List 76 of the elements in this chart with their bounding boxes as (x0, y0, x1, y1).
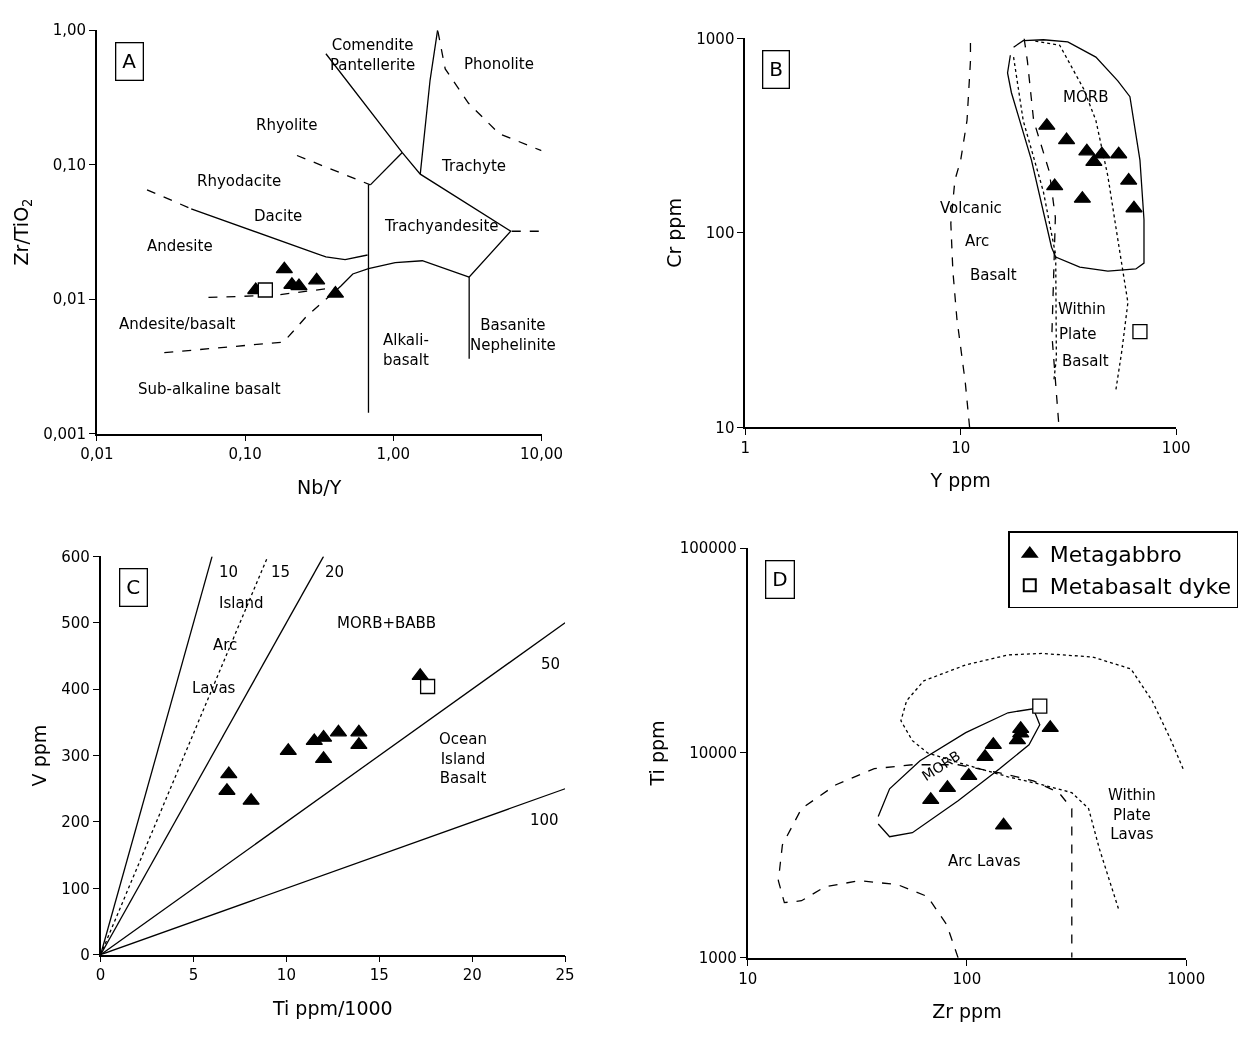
x-tick-label: 10 (276, 966, 296, 985)
annotation: Lavas (192, 679, 236, 697)
x-tick-label: 20 (462, 966, 482, 985)
annotation: Sub-alkaline basalt (138, 380, 281, 398)
annotation: MORB+BABB (337, 614, 437, 632)
annotation: Trachyte (441, 157, 507, 175)
annotation: Ocean Island Basalt (439, 730, 487, 787)
annotation: MORB (1063, 88, 1109, 106)
y-tick-label: 10 (715, 418, 735, 437)
annotation: Arc (965, 232, 990, 250)
x-tick-label: 25 (555, 966, 575, 985)
y-tick-label: 200 (61, 813, 90, 832)
annotation: Island (219, 594, 264, 612)
annotation: 100 (530, 811, 559, 829)
x-axis-title: Zr ppm (932, 999, 1002, 1022)
x-tick-label: 0,10 (228, 445, 262, 464)
y-tick-label: 10000 (689, 744, 737, 763)
annotation: Arc (213, 636, 238, 654)
annotation: Andesite (147, 237, 213, 255)
y-tick-label: 100 (61, 879, 90, 898)
text: B (769, 57, 784, 82)
legend-label: Metabasalt dyke (1049, 573, 1232, 599)
y-tick-label: 500 (61, 614, 90, 633)
y-tick-label: 100000 (679, 539, 737, 558)
annotation: Basanite Nephelinite (470, 316, 556, 354)
annotation: Alkali- basalt (383, 331, 429, 369)
y-tick-label: 1000 (696, 29, 735, 48)
x-tick-label: 1000 (1167, 969, 1206, 988)
y-tick-label: 0,10 (52, 155, 87, 174)
x-tick-label: 1,00 (376, 445, 410, 464)
annotation: 20 (325, 563, 345, 581)
annotation: Dacite (254, 207, 303, 225)
annotation: Andesite/basalt (119, 315, 236, 333)
y-tick-label: 0,001 (43, 424, 87, 443)
annotation: Within (1058, 300, 1106, 318)
x-tick-label: 10 (738, 969, 758, 988)
x-axis-title: Y ppm (929, 469, 991, 492)
y-tick-label: 0,01 (52, 290, 87, 309)
y-tick-label: 300 (61, 746, 90, 765)
x-tick-label: 0 (95, 966, 106, 985)
x-axis-title: Nb/Y (297, 475, 342, 498)
legend-label: Metagabbro (1049, 542, 1182, 568)
annotation: Trachyandesite (384, 217, 499, 235)
annotation: 15 (271, 563, 291, 581)
annotation: Arc Lavas (948, 852, 1021, 870)
y-tick-label: 600 (61, 547, 90, 566)
y-tick-label: 100 (705, 224, 735, 243)
text: D (772, 567, 788, 592)
x-tick-label: 10 (951, 439, 971, 458)
x-axis-title: Ti ppm/1000 (271, 996, 393, 1019)
y-axis-title: Cr ppm (662, 198, 685, 268)
annotation: 50 (541, 655, 561, 673)
annotation: Phonolite (464, 55, 534, 73)
annotation: Basalt (1062, 352, 1109, 370)
y-tick-label: 0 (80, 945, 90, 964)
annotation: Basalt (970, 266, 1017, 284)
annotation: 10 (219, 563, 239, 581)
x-tick-label: 5 (188, 966, 199, 985)
y-tick-label: 400 (61, 680, 90, 699)
annotation: Within Plate Lavas (1108, 786, 1156, 843)
text: C (126, 575, 141, 600)
y-axis-title: V ppm (27, 724, 50, 787)
annotation: Rhyodacite (197, 172, 282, 190)
x-tick-label: 100 (952, 969, 982, 988)
x-tick-label: 1 (740, 439, 750, 458)
annotation: Plate (1059, 325, 1097, 343)
y-tick-label: 1,00 (52, 21, 87, 40)
x-tick-label: 0,01 (80, 445, 114, 464)
x-tick-label: 15 (369, 966, 389, 985)
x-tick-label: 100 (1161, 439, 1191, 458)
x-tick-label: 10,00 (520, 445, 563, 464)
annotation: Rhyolite (256, 116, 318, 134)
y-tick-label: 1000 (698, 949, 737, 968)
text: A (122, 49, 137, 74)
y-axis-title: Ti ppm (646, 720, 669, 787)
annotation: Volcanic (940, 199, 1002, 217)
